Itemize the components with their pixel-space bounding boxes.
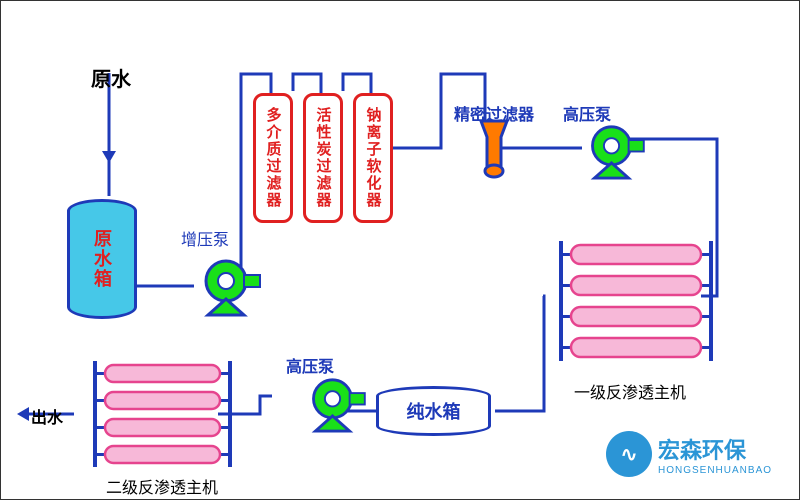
logo-icon: ∿ <box>606 431 652 477</box>
pure-tank-label: 纯水箱 <box>407 398 461 424</box>
ro1-label: 一级反渗透主机 <box>574 379 686 403</box>
multi-media-filter: 多介质过滤器 <box>253 93 293 223</box>
logo-name-cn: 宏森环保 <box>658 433 772 465</box>
sodium-label: 钠离子软化器 <box>363 107 384 209</box>
outlet-label: 出水 <box>31 404 63 428</box>
carbon-filter: 活性炭过滤器 <box>303 93 343 223</box>
logo: ∿ 宏森环保 HONGSENHUANBAO <box>606 431 772 477</box>
booster-pump-label: 增压泵 <box>181 226 229 250</box>
hp-pump-1-icon <box>583 123 650 187</box>
raw-water-label: 原水 <box>91 63 131 92</box>
carbon-filter-label: 活性炭过滤器 <box>313 107 334 209</box>
raw-tank-label: 原水箱 <box>89 229 115 289</box>
hp-pump-1-label: 高压泵 <box>563 101 611 125</box>
booster-pump-icon <box>196 257 266 324</box>
ro2-label: 二级反渗透主机 <box>106 474 218 498</box>
sodium-softener: 钠离子软化器 <box>353 93 393 223</box>
precision-filter-icon <box>479 119 509 186</box>
hp-pump-2-icon <box>304 376 371 440</box>
ro-stage-2 <box>91 361 236 476</box>
diagram-canvas: 原水 原水箱 增压泵 多介质过滤器 活性炭过滤器 钠离子软化器 精密过滤器 高压… <box>0 0 800 500</box>
hp-pump-2-label: 高压泵 <box>286 353 334 377</box>
pure-water-tank: 纯水箱 <box>376 386 491 436</box>
ro-stage-1 <box>557 241 717 370</box>
raw-water-tank: 原水箱 <box>67 199 137 319</box>
precision-filter-label: 精密过滤器 <box>454 101 534 125</box>
logo-name-en: HONGSENHUANBAO <box>658 465 772 476</box>
multi-filter-label: 多介质过滤器 <box>263 107 284 209</box>
